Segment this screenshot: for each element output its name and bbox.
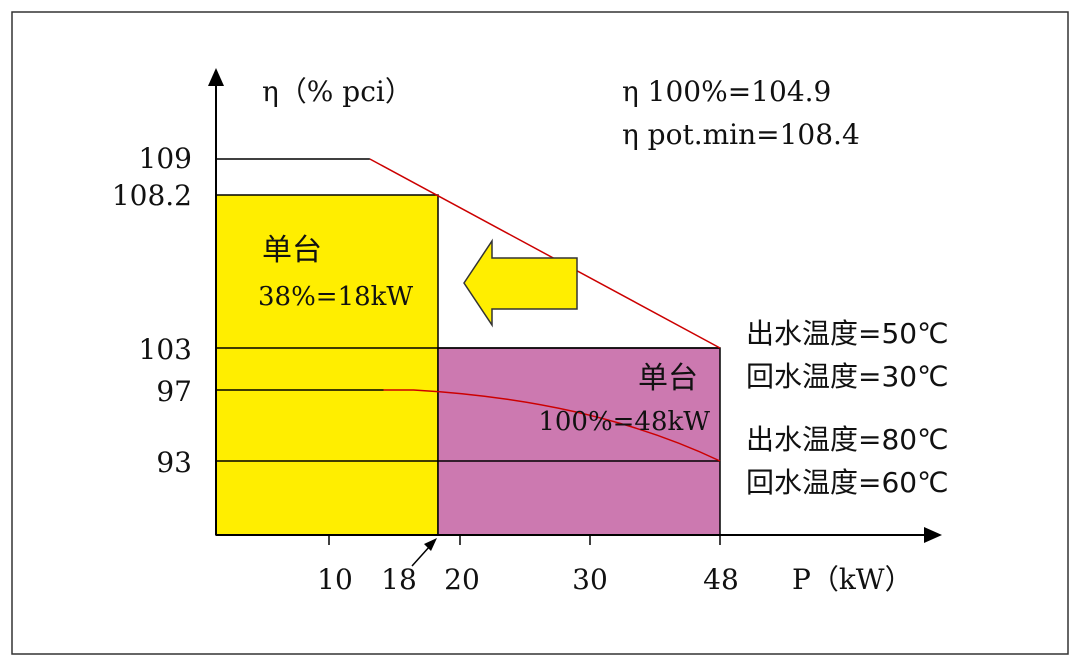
series-label-return-60: 回水温度=60℃	[746, 466, 949, 499]
y-tick-label: 93	[156, 446, 192, 479]
y-axis-title: η（% pci）	[262, 75, 413, 108]
y-tick-label: 103	[139, 333, 192, 366]
y-tick-label: 109	[139, 142, 192, 175]
chart-frame	[11, 11, 1069, 655]
region-purple-label-1: 单台	[638, 361, 698, 396]
pointer-line	[411, 545, 431, 567]
x-tick-label: 10	[317, 563, 353, 596]
y-tick-label: 97	[156, 375, 192, 408]
y-tick-label: 108.2	[112, 179, 192, 212]
region-yellow-label-1: 单台	[262, 233, 322, 268]
series-label-outlet-50: 出水温度=50℃	[746, 317, 949, 350]
region-yellow	[215, 194, 439, 536]
x-axis-arrow-icon	[924, 527, 942, 543]
pointer-arrow-icon	[424, 538, 437, 551]
x-tick-marks	[328, 535, 721, 545]
x-tick-label: 18	[381, 563, 417, 596]
region-yellow-label-2: 38%=18kW	[258, 282, 413, 312]
x-tick-label: 48	[703, 563, 739, 596]
series-label-return-30: 回水温度=30℃	[746, 360, 949, 393]
annotation-eta-100: η 100%=104.9	[622, 75, 831, 108]
x-axis-title: P（kW）	[792, 563, 913, 596]
annotation-eta-pot-min: η pot.min=108.4	[622, 118, 860, 151]
left-arrow-icon	[463, 238, 578, 328]
series-line-80-60	[383, 389, 721, 462]
series-line-50-30	[369, 158, 721, 349]
region-purple-label-2: 100%=48kW	[538, 407, 710, 437]
x-tick-label: 20	[444, 563, 480, 596]
series-label-outlet-80: 出水温度=80℃	[746, 423, 949, 456]
x-tick-label: 30	[572, 563, 608, 596]
y-axis-arrow-icon	[208, 68, 224, 86]
